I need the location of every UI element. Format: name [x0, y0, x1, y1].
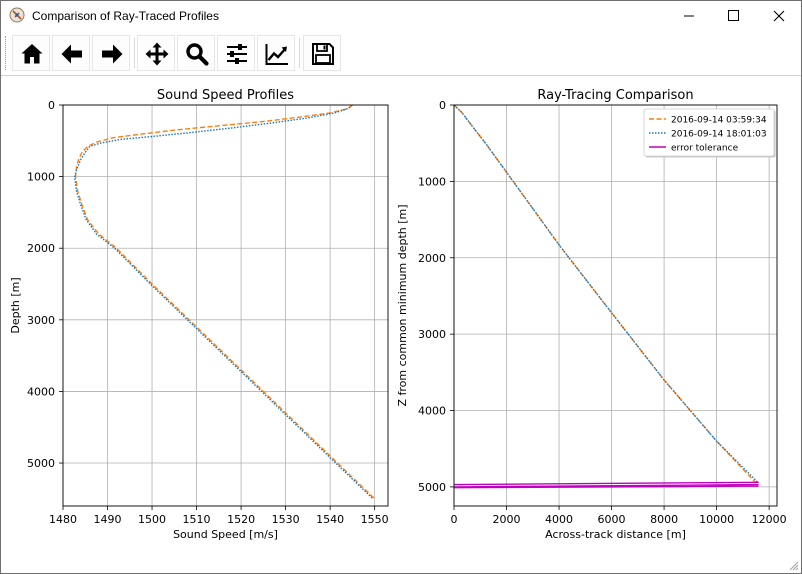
- y-tick-label: 0: [439, 99, 446, 112]
- y-axis-label: Depth [m]: [9, 277, 22, 333]
- pan-button[interactable]: [137, 35, 175, 71]
- resize-grip-icon[interactable]: [789, 561, 799, 571]
- y-tick-label: 1000: [27, 171, 55, 184]
- minimize-icon: [684, 15, 694, 17]
- move-icon: [145, 42, 169, 66]
- zoom-button[interactable]: [177, 35, 215, 71]
- edit-axis-button[interactable]: [257, 35, 295, 71]
- x-axis-label: Sound Speed [m/s]: [173, 528, 278, 541]
- axes-frame: [62, 104, 389, 507]
- x-tick-label: 1550: [361, 513, 389, 526]
- y-tick-label: 5000: [27, 457, 55, 470]
- maximize-icon: [728, 10, 739, 21]
- x-tick-label: 10000: [699, 513, 734, 526]
- series-line-2016-09-14-18-01-03: [454, 105, 760, 484]
- x-tick-label: 1480: [49, 513, 77, 526]
- toolbar-separator: [299, 38, 300, 68]
- y-tick-label: 2000: [418, 252, 446, 265]
- figure: 1480 1490 1500 1510 1520 1530 1540 1550 0 1000 200…: [9, 88, 787, 541]
- arrow-right-icon: [102, 44, 123, 64]
- y-tick-label: 1000: [418, 175, 446, 188]
- toolbar-grip[interactable]: [5, 36, 9, 70]
- x-tick-label: 1500: [138, 513, 166, 526]
- legend: 2016-09-14 03:59:34 2016-09-14 18:01:03 er…: [643, 108, 775, 157]
- line-chart-icon: [265, 44, 288, 65]
- toolbar: [1, 32, 801, 74]
- x-tick-label: 1510: [183, 513, 211, 526]
- plot-area: [63, 105, 388, 506]
- x-tick-label: 6000: [598, 513, 626, 526]
- save-button[interactable]: [303, 35, 341, 71]
- forward-button[interactable]: [92, 35, 130, 71]
- series-line-error-tolerance: [454, 483, 759, 488]
- figure-canvas[interactable]: 1480 1490 1500 1510 1520 1530 1540 1550 0 1000 200…: [1, 75, 801, 554]
- chart-title: Sound Speed Profiles: [157, 88, 294, 103]
- x-tick-label: 0: [451, 513, 458, 526]
- x-tick-label: 4000: [545, 513, 573, 526]
- x-tick-label: 8000: [650, 513, 678, 526]
- chart-title: Ray-Tracing Comparison: [537, 88, 693, 103]
- maximize-button[interactable]: [711, 1, 757, 31]
- status-bar: [1, 554, 801, 573]
- close-icon: [773, 10, 785, 22]
- series-line-error-tolerance: [454, 481, 759, 486]
- axes-frame: [453, 104, 778, 507]
- title-bar: Comparison of Ray-Traced Profiles: [1, 1, 801, 31]
- x-axis-label: Across-track distance [m]: [545, 528, 686, 541]
- ray-tracing-axes[interactable]: 0 2000 4000 6000 8000 10000 12000 0 1000 2000 3000…: [396, 88, 787, 541]
- y-tick-label: 2000: [27, 242, 55, 255]
- x-tick-label: 12000: [752, 513, 787, 526]
- sliders-icon: [227, 44, 247, 64]
- x-tick-label: 1530: [272, 513, 300, 526]
- y-tick-label: 4000: [27, 385, 55, 398]
- legend-label: 2016-09-14 03:59:34: [671, 116, 767, 126]
- home-icon: [21, 44, 43, 64]
- x-tick-label: 2000: [493, 513, 521, 526]
- x-tick-label: 1520: [227, 513, 255, 526]
- x-tick-label: 1540: [316, 513, 344, 526]
- series-line-error-tolerance: [454, 485, 759, 489]
- sound-speed-axes[interactable]: 1480 1490 1500 1510 1520 1530 1540 1550 0 1000 200…: [9, 88, 389, 541]
- configure-subplots-button[interactable]: [217, 35, 255, 71]
- magnifier-icon: [186, 43, 209, 66]
- home-button[interactable]: [12, 35, 50, 71]
- series-group: [73, 105, 376, 500]
- legend-label: 2016-09-14 18:01:03: [671, 130, 767, 140]
- series-group: [454, 105, 760, 489]
- minimize-button[interactable]: [666, 1, 712, 31]
- legend-label: error tolerance: [671, 144, 739, 154]
- y-axis-label: Z from common minimum depth [m]: [396, 204, 409, 406]
- app-icon: [9, 7, 25, 23]
- y-tick-label: 4000: [418, 405, 446, 418]
- plot-area: [454, 105, 777, 506]
- y-tick-label: 0: [48, 99, 55, 112]
- toolbar-separator: [134, 38, 135, 68]
- arrow-left-icon: [61, 44, 82, 64]
- close-button[interactable]: [756, 1, 802, 31]
- x-tick-label: 1490: [94, 513, 122, 526]
- y-tick-label: 3000: [27, 314, 55, 327]
- window-title: Comparison of Ray-Traced Profiles: [32, 9, 219, 23]
- series-line-dashed: [74, 105, 376, 500]
- legend-frame: [643, 108, 775, 157]
- y-tick-label: 5000: [418, 481, 446, 494]
- y-tick-label: 3000: [418, 328, 446, 341]
- back-button[interactable]: [52, 35, 90, 71]
- floppy-disk-icon: [312, 43, 334, 65]
